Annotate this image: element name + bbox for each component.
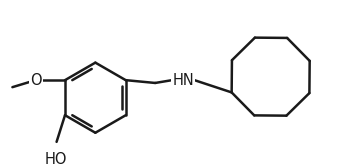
Text: HO: HO <box>45 152 67 167</box>
Text: O: O <box>30 73 41 88</box>
Text: HN: HN <box>172 73 194 88</box>
